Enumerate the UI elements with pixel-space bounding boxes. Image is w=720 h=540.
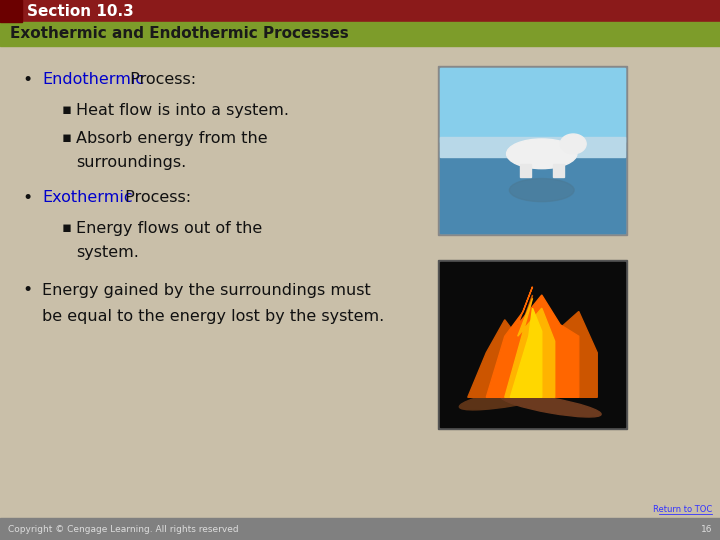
Polygon shape xyxy=(510,308,541,397)
Text: •: • xyxy=(22,71,32,89)
Bar xyxy=(0,0,720,22)
Text: Return to TOC: Return to TOC xyxy=(653,505,712,514)
Text: surroundings.: surroundings. xyxy=(76,154,186,170)
Text: 16: 16 xyxy=(701,524,712,534)
Ellipse shape xyxy=(560,134,586,154)
Text: •: • xyxy=(22,281,32,299)
Bar xyxy=(440,262,625,427)
Bar xyxy=(0,22,720,46)
Text: •: • xyxy=(22,189,32,207)
Polygon shape xyxy=(486,287,579,397)
Text: Exothermic: Exothermic xyxy=(42,191,132,206)
Ellipse shape xyxy=(509,179,574,201)
Text: Copyright © Cengage Learning. All rights reserved: Copyright © Cengage Learning. All rights… xyxy=(8,524,238,534)
Bar xyxy=(438,260,627,429)
Bar xyxy=(440,68,625,233)
Text: ▪: ▪ xyxy=(62,131,72,145)
Text: Process:: Process: xyxy=(120,191,191,206)
Bar xyxy=(440,137,625,157)
Bar xyxy=(520,164,531,177)
Bar xyxy=(0,518,720,540)
Ellipse shape xyxy=(459,384,569,410)
Text: Heat flow is into a system.: Heat flow is into a system. xyxy=(76,103,289,118)
Text: Exothermic and Endothermic Processes: Exothermic and Endothermic Processes xyxy=(10,26,348,42)
Text: be equal to the energy lost by the system.: be equal to the energy lost by the syste… xyxy=(42,308,384,323)
Text: system.: system. xyxy=(76,245,139,260)
Polygon shape xyxy=(505,298,554,397)
Bar xyxy=(440,151,625,233)
Text: Energy flows out of the: Energy flows out of the xyxy=(76,220,262,235)
Polygon shape xyxy=(468,295,598,397)
Ellipse shape xyxy=(507,139,577,168)
Ellipse shape xyxy=(501,394,601,417)
Text: Process:: Process: xyxy=(125,72,196,87)
Bar xyxy=(0,0,22,22)
Text: ▪: ▪ xyxy=(62,103,72,118)
Text: Section 10.3: Section 10.3 xyxy=(27,3,134,18)
Text: Absorb energy from the: Absorb energy from the xyxy=(76,131,268,145)
Text: Endothermic: Endothermic xyxy=(42,72,144,87)
Bar xyxy=(440,68,625,142)
Bar xyxy=(553,164,564,177)
Bar xyxy=(438,66,627,235)
Text: ▪: ▪ xyxy=(62,220,72,235)
Text: Energy gained by the surroundings must: Energy gained by the surroundings must xyxy=(42,282,371,298)
